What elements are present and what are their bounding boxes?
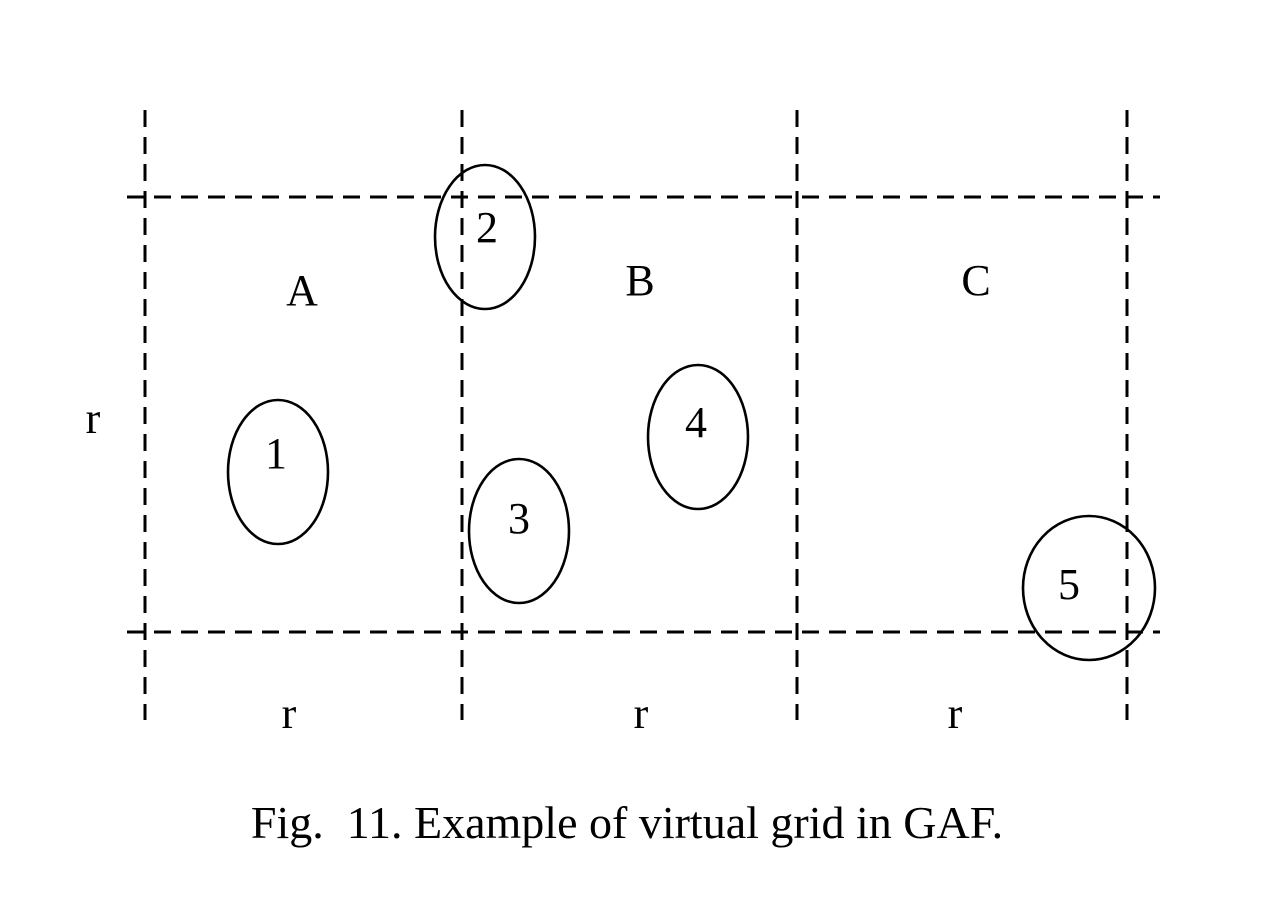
- node-2-circle: [433, 163, 537, 311]
- cell-label-b: B: [625, 256, 654, 305]
- node-2-label: 2: [476, 203, 498, 252]
- bottom-dimension-label-2: r: [634, 689, 649, 738]
- side-dimension-label: r: [86, 394, 101, 443]
- node-3-circle: [467, 457, 571, 605]
- node-3-label: 3: [508, 494, 530, 543]
- node-5-circle: [1021, 514, 1157, 662]
- cell-label-a: A: [286, 266, 318, 315]
- figure-caption: Fig. 11. Example of virtual grid in GAF.: [251, 797, 1003, 848]
- node-1-label: 1: [265, 429, 287, 478]
- bottom-dimension-label-3: r: [948, 689, 963, 738]
- node-4-label: 4: [685, 398, 707, 447]
- node-5-label: 5: [1058, 560, 1080, 609]
- cell-label-c: C: [961, 256, 990, 305]
- node-4-circle: [646, 363, 750, 511]
- node-1-circle: [226, 398, 330, 546]
- bottom-dimension-label-1: r: [282, 689, 297, 738]
